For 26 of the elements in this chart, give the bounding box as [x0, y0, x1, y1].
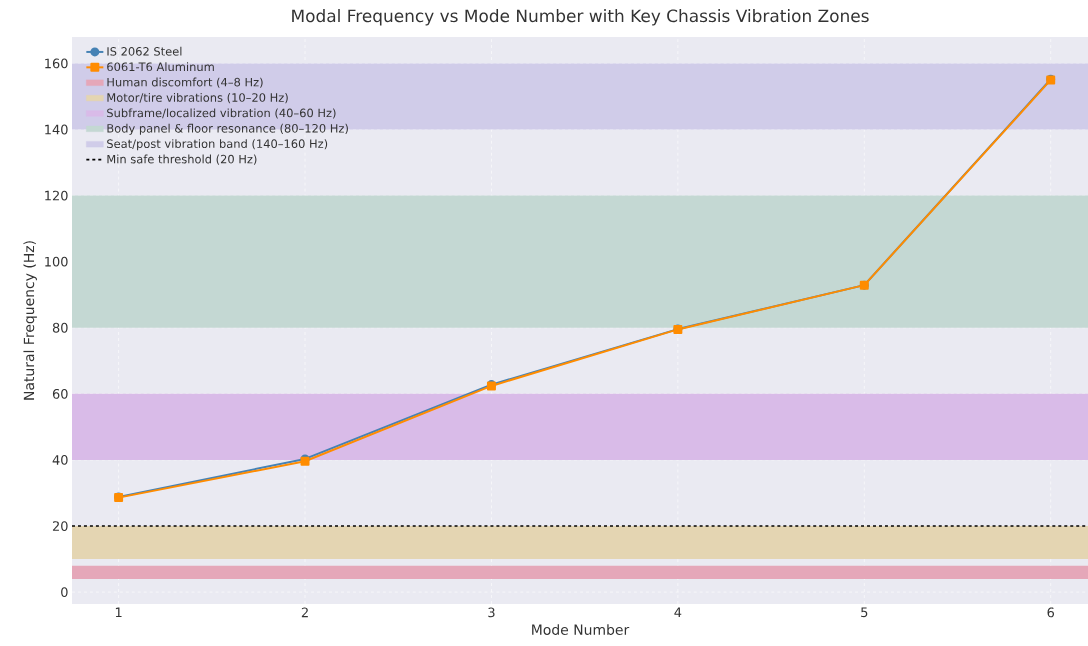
y-tick-label: 120 [45, 190, 68, 201]
x-tick-label: 3 [488, 607, 495, 618]
y-tick-label: 60 [52, 388, 68, 399]
legend-label: Body panel & floor resonance (80–120 Hz) [107, 123, 348, 135]
x-tick-label: 5 [861, 607, 868, 618]
x-tick-label: 4 [674, 607, 682, 617]
x-axis-title: Mode Number [532, 624, 630, 635]
x-tick-label: 2 [301, 607, 308, 618]
legend-label: Human discomfort (4–8 Hz) [107, 77, 263, 88]
y-tick-label: 100 [45, 256, 68, 267]
legend-label: 6061-T6 Aluminum [107, 62, 214, 72]
legend-label: Subframe/localized vibration (40–60 Hz) [107, 108, 336, 119]
legend-label: IS 2062 Steel [107, 46, 182, 56]
legend-label: Min safe threshold (20 Hz) [107, 154, 257, 165]
y-tick-label: 160 [45, 58, 68, 69]
chart-title: Modal Frequency vs Mode Number with Key Chassis Vibration Zones [292, 9, 869, 26]
x-tick-label: 1 [115, 607, 122, 617]
legend-label: Motor/tire vibrations (10–20 Hz) [107, 93, 288, 104]
legend-label: Seat/post vibration band (140–160 Hz) [107, 139, 328, 151]
y-axis-title: Natural Frequency (Hz) [23, 241, 37, 400]
y-tick-label: 0 [61, 587, 68, 598]
y-tick-label: 40 [52, 455, 68, 465]
x-tick-label: 6 [1047, 607, 1055, 618]
y-tick-label: 20 [52, 521, 68, 531]
y-tick-label: 80 [52, 322, 68, 333]
y-tick-label: 140 [45, 124, 68, 135]
